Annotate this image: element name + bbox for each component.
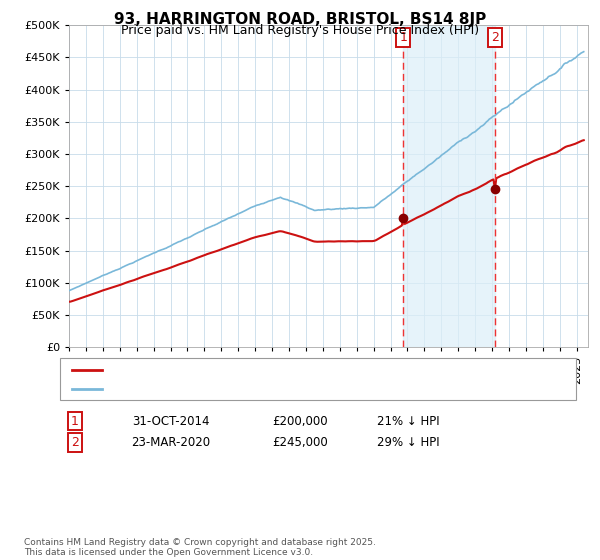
Text: 23-MAR-2020: 23-MAR-2020 [131, 436, 211, 449]
Text: 2: 2 [71, 436, 79, 449]
Text: 93, HARRINGTON ROAD, BRISTOL, BS14 8JP: 93, HARRINGTON ROAD, BRISTOL, BS14 8JP [114, 12, 486, 27]
Text: 1: 1 [71, 414, 79, 428]
Text: Price paid vs. HM Land Registry's House Price Index (HPI): Price paid vs. HM Land Registry's House … [121, 24, 479, 37]
Bar [403, 25, 495, 347]
Text: 2: 2 [491, 31, 499, 44]
Text: 21% ↓ HPI: 21% ↓ HPI [377, 414, 439, 428]
Text: 29% ↓ HPI: 29% ↓ HPI [377, 436, 439, 449]
Text: 1: 1 [399, 31, 407, 44]
Text: HPI: Average price, semi-detached house, City of Bristol: HPI: Average price, semi-detached house,… [108, 384, 414, 394]
Text: Contains HM Land Registry data © Crown copyright and database right 2025.
This d: Contains HM Land Registry data © Crown c… [24, 538, 376, 557]
Text: 93, HARRINGTON ROAD, BRISTOL, BS14 8JP (semi-detached house): 93, HARRINGTON ROAD, BRISTOL, BS14 8JP (… [108, 365, 476, 375]
Text: £245,000: £245,000 [272, 436, 328, 449]
Text: 31-OCT-2014: 31-OCT-2014 [132, 414, 210, 428]
Text: £200,000: £200,000 [272, 414, 328, 428]
